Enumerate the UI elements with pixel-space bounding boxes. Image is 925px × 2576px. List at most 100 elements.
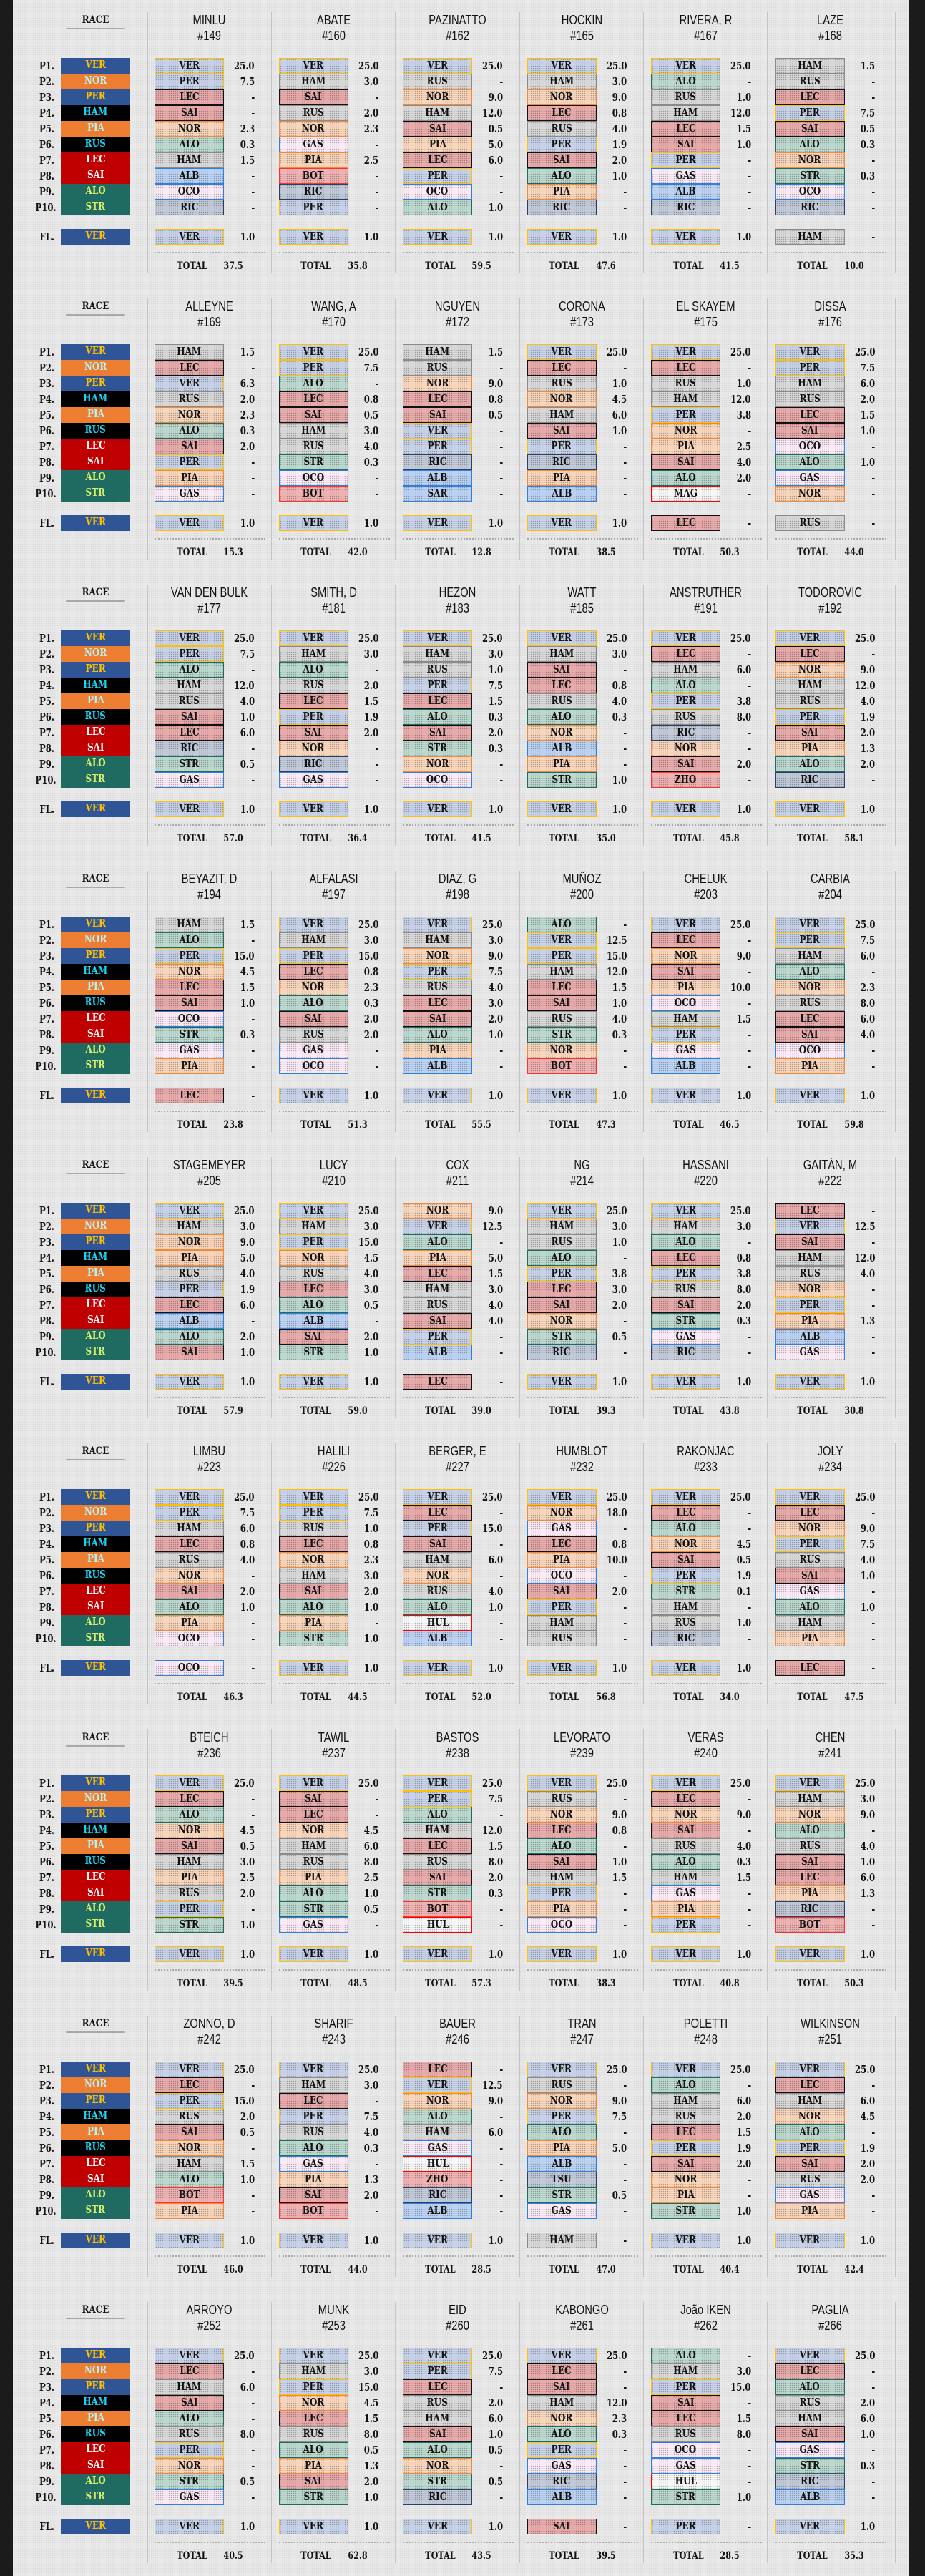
pick-p9[interactable]: PIA [527,756,597,772]
pick-p8[interactable]: STR [155,1027,224,1043]
pick-p10[interactable]: PIA [155,1058,224,1074]
pick-p7[interactable]: SAI [155,439,224,454]
pick-p1[interactable]: VER [527,1203,597,1219]
pick-p9[interactable]: GAS [155,1043,224,1058]
pick-p2[interactable]: HAM [278,2363,348,2379]
pick-p10[interactable]: GAS [155,772,224,788]
pick-p1[interactable]: VER [278,1489,348,1505]
pick-fastest-lap[interactable]: VER [278,1374,348,1390]
pick-p10[interactable]: PIA [775,1058,845,1074]
pick-p6[interactable]: NOR [775,1282,845,1297]
pick-p2[interactable]: LEC [775,2363,845,2379]
pick-p7[interactable]: SAI [403,1011,472,1027]
pick-p8[interactable]: GAS [651,1885,720,1901]
pick-p9[interactable]: PIA [403,1043,472,1058]
pick-p2[interactable]: PER [403,2363,472,2379]
pick-p9[interactable]: SAI [278,2187,348,2203]
pick-p5[interactable]: LEC [651,2411,720,2426]
pick-p5[interactable]: ALO [527,2124,597,2140]
pick-p5[interactable]: SAI [278,407,348,423]
pick-p1[interactable]: VER [155,2062,224,2077]
pick-p9[interactable]: PIA [155,1615,224,1631]
pick-p3[interactable]: PER [155,948,224,964]
pick-p7[interactable]: OCO [155,1011,224,1027]
pick-p9[interactable]: STR [403,2474,472,2489]
pick-p6[interactable]: HAM [403,1282,472,1297]
pick-p4[interactable]: NOR [527,391,597,407]
pick-p9[interactable]: BOT [155,2187,224,2203]
pick-p9[interactable]: PIA [527,1901,597,1917]
pick-p7[interactable]: GAS [775,1584,845,1599]
pick-p3[interactable]: LEC [403,2379,472,2395]
pick-p8[interactable]: PIA [278,2458,348,2474]
pick-p5[interactable]: LEC [403,1838,472,1854]
pick-fastest-lap[interactable]: VER [651,1660,720,1676]
pick-p3[interactable]: SAI [775,1234,845,1250]
pick-p8[interactable]: SAI [651,454,720,470]
pick-p4[interactable]: RUS [775,2395,845,2411]
pick-p6[interactable]: ALO [527,709,597,725]
pick-p4[interactable]: PER [775,105,845,121]
pick-fastest-lap[interactable]: VER [775,1946,845,1962]
pick-p7[interactable]: PIA [651,439,720,454]
pick-p7[interactable]: RUS [403,1297,472,1313]
pick-fastest-lap[interactable]: VER [278,2233,348,2248]
pick-p10[interactable]: PIA [775,1631,845,1646]
pick-p7[interactable]: ALO [403,2442,472,2458]
pick-p5[interactable]: PER [651,1266,720,1282]
pick-p1[interactable]: VER [527,2062,597,2077]
pick-p4[interactable]: HAM [403,1823,472,1838]
pick-p9[interactable]: GAS [651,1329,720,1345]
pick-p9[interactable]: PIA [651,1901,720,1917]
pick-p5[interactable]: SAI [775,121,845,137]
pick-p2[interactable]: HAM [278,74,348,89]
pick-p1[interactable]: VER [278,1203,348,1219]
pick-p10[interactable]: GAS [527,2203,597,2219]
pick-p9[interactable]: OCO [155,184,224,200]
pick-p8[interactable]: RUS [278,1027,348,1043]
pick-p2[interactable]: HAM [651,1219,720,1234]
pick-p5[interactable]: NOR [155,121,224,137]
pick-p10[interactable]: NOR [775,486,845,502]
pick-p1[interactable]: VER [155,1203,224,1219]
pick-p1[interactable]: VER [775,344,845,360]
pick-p2[interactable]: HAM [278,1219,348,1234]
pick-fastest-lap[interactable]: LEC [775,1660,845,1676]
pick-p9[interactable]: STR [527,2187,597,2203]
pick-p6[interactable]: GAS [278,137,348,152]
pick-p2[interactable]: LEC [155,360,224,376]
pick-p4[interactable]: LEC [403,391,472,407]
pick-p10[interactable]: STR [278,1631,348,1646]
pick-fastest-lap[interactable]: VER [775,2519,845,2534]
pick-p2[interactable]: LEC [651,646,720,662]
pick-p7[interactable]: PER [155,2442,224,2458]
pick-p10[interactable]: STR [155,1917,224,1933]
pick-p1[interactable]: NOR [403,1203,472,1219]
pick-p6[interactable]: LEC [527,1282,597,1297]
pick-p8[interactable]: ALO [775,454,845,470]
pick-p5[interactable]: LEC [651,121,720,137]
pick-p5[interactable]: NOR [527,2411,597,2426]
pick-p2[interactable]: LEC [651,1505,720,1521]
pick-p5[interactable]: HAM [403,1552,472,1568]
pick-p3[interactable]: ALO [651,1521,720,1536]
pick-p5[interactable]: HAM [527,407,597,423]
pick-p4[interactable]: RUS [278,105,348,121]
pick-p4[interactable]: HAM [651,105,720,121]
pick-p9[interactable]: BOT [403,1901,472,1917]
pick-p10[interactable]: RIC [651,1631,720,1646]
pick-fastest-lap[interactable]: VER [403,1946,472,1962]
pick-p1[interactable]: VER [775,917,845,932]
pick-fastest-lap[interactable]: VER [403,229,472,245]
pick-p5[interactable]: HAM [278,1838,348,1854]
pick-p4[interactable]: ALO [403,2109,472,2124]
pick-p8[interactable]: NOR [651,741,720,756]
pick-fastest-lap[interactable]: VER [527,1088,597,1103]
pick-p6[interactable]: RUS [403,1854,472,1870]
pick-p4[interactable]: LEC [278,1536,348,1552]
pick-p9[interactable]: RIC [403,2187,472,2203]
pick-p3[interactable]: NOR [775,1521,845,1536]
pick-p7[interactable]: SAI [403,725,472,741]
pick-p7[interactable]: SAI [278,1011,348,1027]
pick-p8[interactable]: ALO [775,1599,845,1615]
